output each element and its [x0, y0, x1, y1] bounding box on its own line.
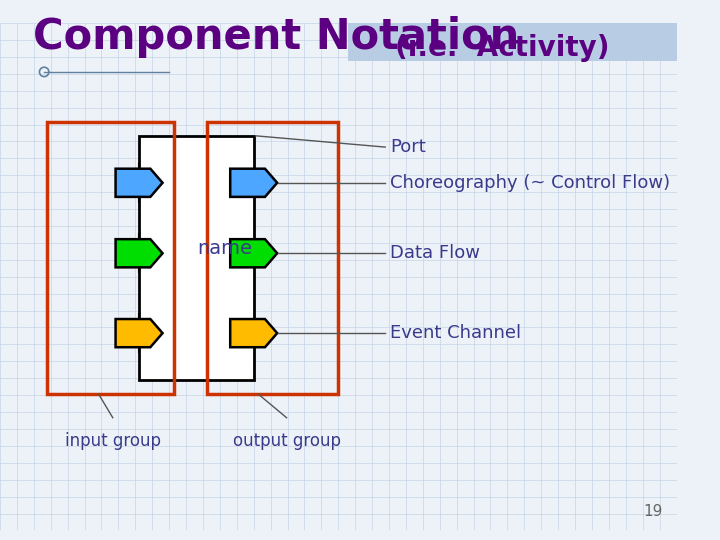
Polygon shape: [116, 319, 163, 347]
Polygon shape: [116, 239, 163, 267]
Bar: [348, 23, 677, 60]
Text: Data Flow: Data Flow: [390, 244, 480, 262]
Text: Component Notation: Component Notation: [33, 16, 519, 58]
Text: Port: Port: [390, 138, 426, 156]
Text: (i.e.  Activity): (i.e. Activity): [395, 33, 609, 62]
Text: input group: input group: [65, 432, 161, 450]
Polygon shape: [230, 319, 277, 347]
Bar: [139, 136, 253, 380]
Bar: [207, 122, 338, 394]
Text: output group: output group: [233, 432, 341, 450]
Polygon shape: [230, 168, 277, 197]
Polygon shape: [116, 168, 163, 197]
Polygon shape: [230, 239, 277, 267]
Text: Choreography (~ Control Flow): Choreography (~ Control Flow): [390, 174, 670, 192]
Text: Event Channel: Event Channel: [390, 324, 521, 342]
Text: 19: 19: [643, 504, 662, 519]
Bar: [47, 122, 174, 394]
Text: name: name: [197, 239, 252, 258]
